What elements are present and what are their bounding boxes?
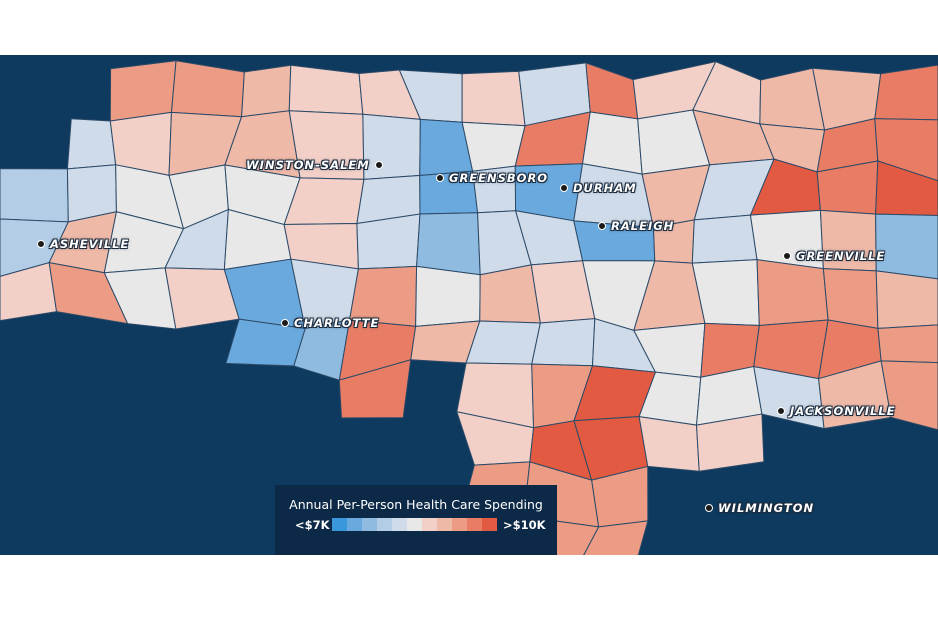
city-asheville: ASHEVILLE [37,237,129,251]
city-dot-icon [374,161,383,169]
city-dot-icon [598,222,606,230]
north-carolina-county-map: WINSTON-SALEM GREENSBORO DURHAM RALEIGH … [0,55,938,555]
city-label: GREENSBORO [449,171,549,185]
legend-title: Annual Per-Person Health Care Spending [289,497,543,512]
county [822,268,879,330]
county [415,265,481,327]
county [874,64,938,121]
county [170,60,245,118]
county-layer [0,60,938,555]
city-winston-salem: WINSTON-SALEM [246,158,383,172]
legend-swatch [347,518,362,531]
city-label: RALEIGH [611,219,675,233]
county [877,324,938,364]
legend-low-label: <$7K [295,518,330,532]
county [0,168,69,223]
city-label: ASHEVILLE [50,237,130,251]
county [461,70,526,127]
city-raleigh: RALEIGH [598,219,674,233]
county [581,111,643,175]
city-dot-icon [37,240,45,248]
city-wilmington: WILMINGTON [705,501,814,515]
city-label: JACKSONVILLE [790,404,896,418]
county [479,264,541,324]
county [241,64,292,118]
county [109,60,177,122]
legend-swatch [482,518,497,531]
legend-swatch [452,518,467,531]
city-dot-icon [705,504,713,512]
county [288,64,364,115]
legend-swatch [422,518,437,531]
county [691,214,758,264]
legend-swatch [437,518,452,531]
county [356,213,421,270]
county [338,359,412,419]
county [583,520,649,555]
legend-swatch [362,518,377,531]
county [874,118,938,182]
legend-high-label: >$10K [503,518,546,532]
city-dot-icon [436,174,444,182]
county [531,318,596,367]
city-dot-icon [783,252,791,260]
county [416,212,481,276]
county [875,213,938,280]
legend: Annual Per-Person Health Care Spending <… [275,485,557,555]
city-greensboro: GREENSBORO [436,171,548,185]
city-label: CHARLOTTE [294,316,380,330]
city-dot-icon [777,407,785,415]
legend-swatch [377,518,392,531]
legend-color-scale [332,518,497,531]
city-charlotte: CHARLOTTE [281,316,379,330]
county [465,320,541,365]
legend-swatch [392,518,407,531]
county [638,415,700,472]
city-label: GREENVILLE [796,249,886,263]
legend-swatch [467,518,482,531]
county [875,160,938,217]
city-dot-icon [281,319,289,327]
city-dot-icon [560,184,568,192]
legend-swatch [332,518,347,531]
county [696,413,765,472]
city-jacksonville: JACKSONVILLE [777,404,896,418]
city-label: WINSTON-SALEM [246,158,370,172]
county [880,360,938,431]
county [756,259,829,327]
city-label: WILMINGTON [718,501,815,515]
city-greenville: GREENVILLE [783,249,885,263]
county [585,62,639,120]
county [66,118,117,170]
city-label: DURHAM [573,181,637,195]
city-durham: DURHAM [560,181,637,195]
legend-swatch [407,518,422,531]
county [875,270,938,329]
